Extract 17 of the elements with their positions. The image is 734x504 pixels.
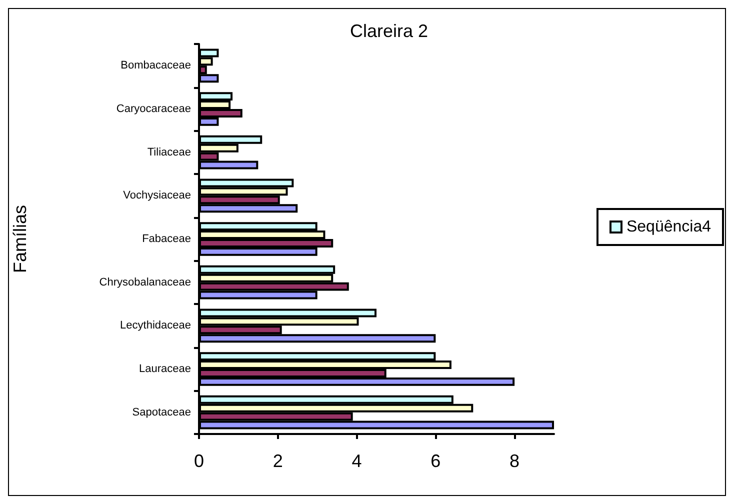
x-tick-label: 0 bbox=[194, 451, 204, 471]
y-tick-label: Lauraceae bbox=[139, 363, 191, 375]
y-tick-label: Fabaceae bbox=[142, 233, 191, 245]
x-tick-label: 6 bbox=[430, 451, 441, 471]
y-tick-label: Bombacaceae bbox=[120, 60, 191, 72]
y-axis-title: Famílias bbox=[10, 204, 30, 274]
x-tick-label: 2 bbox=[272, 451, 283, 471]
chart-title: Clareira 2 bbox=[350, 21, 428, 41]
x-tick-label: 8 bbox=[510, 451, 520, 471]
y-tick-label: Tiliaceae bbox=[147, 146, 191, 158]
x-tick-label: 4 bbox=[352, 451, 362, 471]
y-tick-label: Sapotaceae bbox=[132, 406, 191, 418]
legend-label: Seqüência4 bbox=[626, 218, 712, 236]
y-tick-label: Lecythidaceae bbox=[120, 320, 191, 332]
y-tick-label: Caryocaraceae bbox=[116, 103, 191, 115]
y-tick-label: Vochysiaceae bbox=[123, 190, 191, 202]
y-tick-label: Chrysobalanaceae bbox=[99, 276, 191, 288]
